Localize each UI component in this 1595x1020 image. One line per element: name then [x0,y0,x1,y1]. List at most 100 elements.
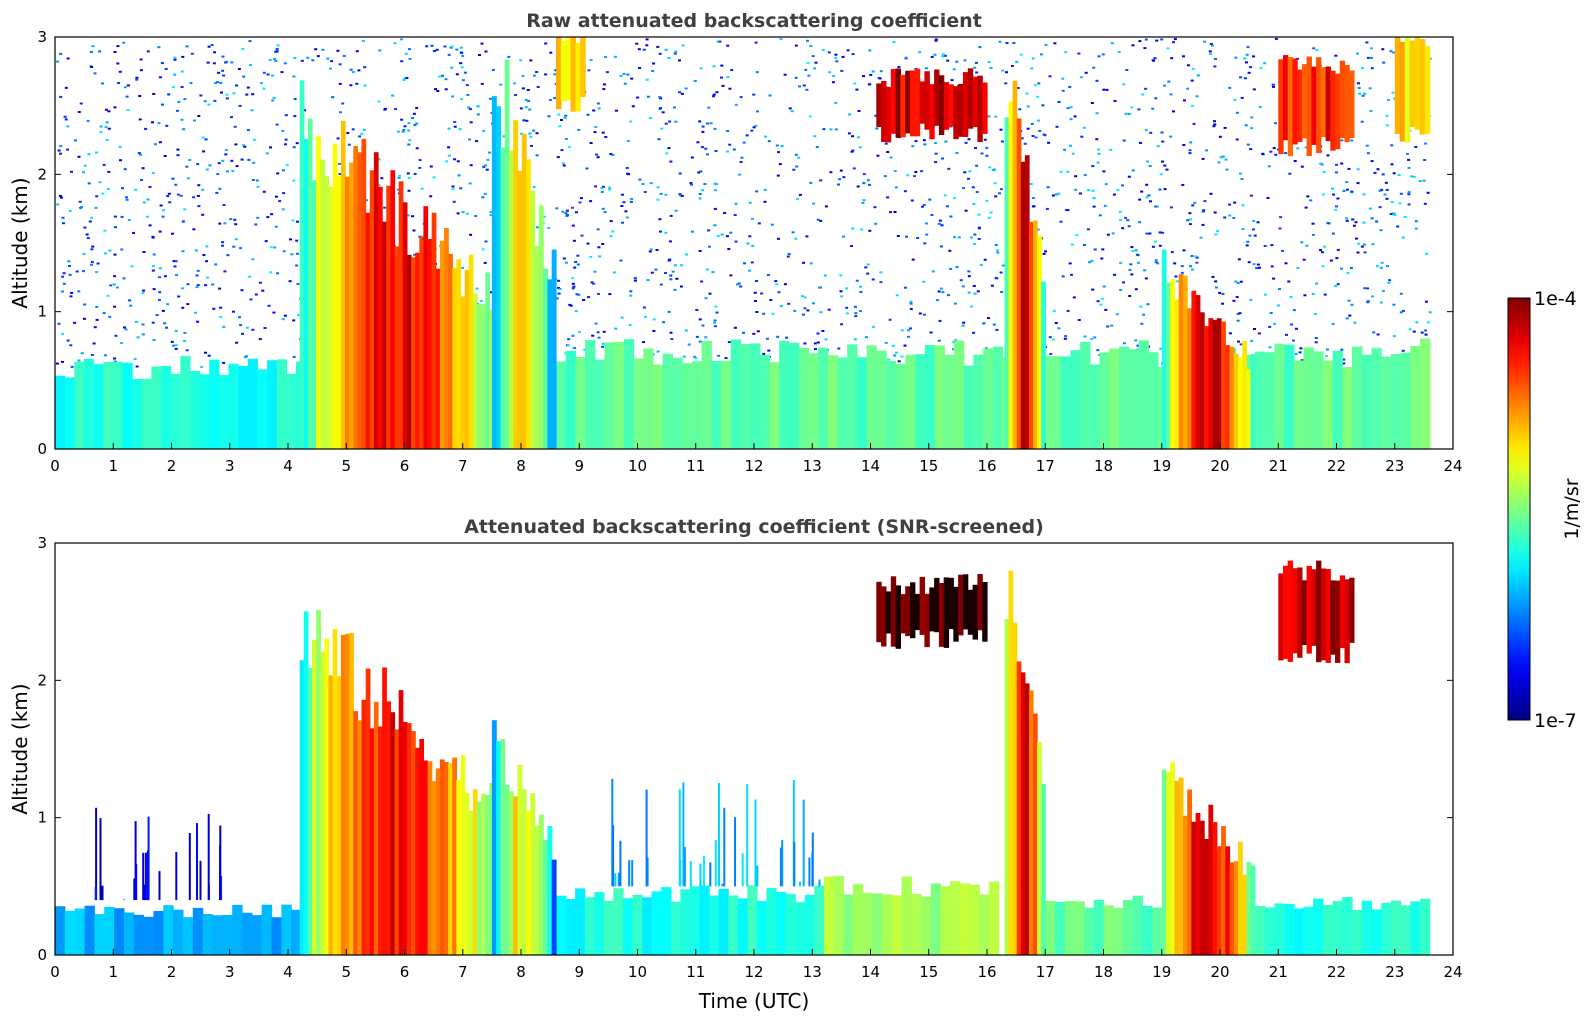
noise-speck [1030,67,1034,70]
noise-speck [1349,266,1353,269]
noise-speck [571,334,575,337]
noise-speck [61,290,64,293]
noise-speck [918,51,922,54]
noise-speck [1061,275,1065,278]
noise-speck [1274,122,1277,125]
noise-speck [249,298,253,301]
sparse-echo [734,817,736,887]
noise-speck [306,56,310,59]
noise-speck [1272,147,1276,150]
cloud-cell [919,81,925,124]
noise-speck [174,260,178,263]
cloud-cell [1311,569,1317,646]
precip-cell [1020,672,1026,955]
noise-speck [656,350,660,353]
noise-speck [1110,42,1114,45]
noise-speck [850,245,853,247]
sparse-echo [95,807,98,901]
noise-speck [1424,329,1427,332]
precip-cell [1024,155,1030,449]
noise-speck [276,172,280,175]
noise-speck [468,108,472,111]
noise-speck [108,249,112,252]
precip-cell [345,176,350,449]
noise-speck [1246,143,1250,146]
noise-speck [763,188,767,191]
noise-speck [720,64,724,67]
precip-cell [460,296,466,449]
noise-speck [1055,125,1059,128]
noise-speck [868,229,872,232]
noise-speck [226,254,230,257]
noise-speck [1182,249,1186,252]
noise-speck [80,352,84,355]
noise-speck [57,149,61,152]
noise-speck [798,85,801,88]
boundary-layer-cell [776,892,787,955]
noise-speck [969,305,973,308]
boundary-layer-cell [1410,901,1421,955]
sparse-echo [631,860,634,887]
noise-speck [1247,71,1251,74]
noise-speck [1095,138,1099,141]
noise-speck [656,198,660,201]
noise-speck [698,193,702,195]
noise-speck [1290,323,1294,326]
noise-speck [1031,197,1035,199]
noise-speck [601,342,605,345]
noise-speck [930,214,934,216]
precip-cell [513,796,519,955]
noise-speck [791,231,795,234]
noise-speck [78,200,82,203]
noise-speck [823,274,827,277]
noise-speck [1118,210,1122,213]
noise-speck [802,84,806,87]
precip-cell [402,721,408,955]
precip-cell [1174,780,1180,955]
noise-speck [355,82,359,85]
precip-cell [1033,220,1038,449]
noise-speck [1424,333,1428,336]
noise-speck [166,195,170,198]
noise-speck [952,348,955,351]
noise-speck [271,74,274,77]
noise-speck [1389,213,1393,215]
noise-speck [1345,217,1349,220]
noise-speck [1368,87,1372,90]
noise-speck [1306,195,1310,198]
boundary-layer-cell [1400,352,1411,449]
noise-speck [673,264,677,267]
cloud-cell [905,70,911,134]
noise-speck [962,187,965,190]
noise-speck [726,130,730,132]
boundary-layer-cell [1264,907,1275,955]
noise-speck [77,111,81,113]
noise-speck [1309,199,1313,202]
noise-speck [1356,168,1360,171]
noise-speck [845,287,849,290]
boundary-layer-cell [670,901,681,955]
noise-speck [1086,228,1090,231]
noise-speck [668,240,672,243]
noise-speck [821,49,825,52]
noise-speck [711,271,715,274]
noise-speck [151,269,155,272]
boundary-layer-cell [901,876,912,955]
precip-cell [472,789,478,955]
boundary-layer-cell [161,366,172,449]
sparse-echo [793,842,796,887]
noise-speck [459,51,463,54]
noise-speck [106,188,110,190]
boundary-layer-cell [55,375,66,449]
noise-speck [1398,202,1402,205]
noise-speck [733,326,737,329]
noise-speck [262,87,266,90]
noise-speck [609,235,613,238]
noise-speck [115,286,119,289]
noise-speck [402,78,406,81]
noise-speck [544,73,548,76]
precip-cell [361,699,367,955]
noise-speck [1026,105,1030,108]
noise-speck [400,60,404,63]
precip-cell [452,757,457,955]
